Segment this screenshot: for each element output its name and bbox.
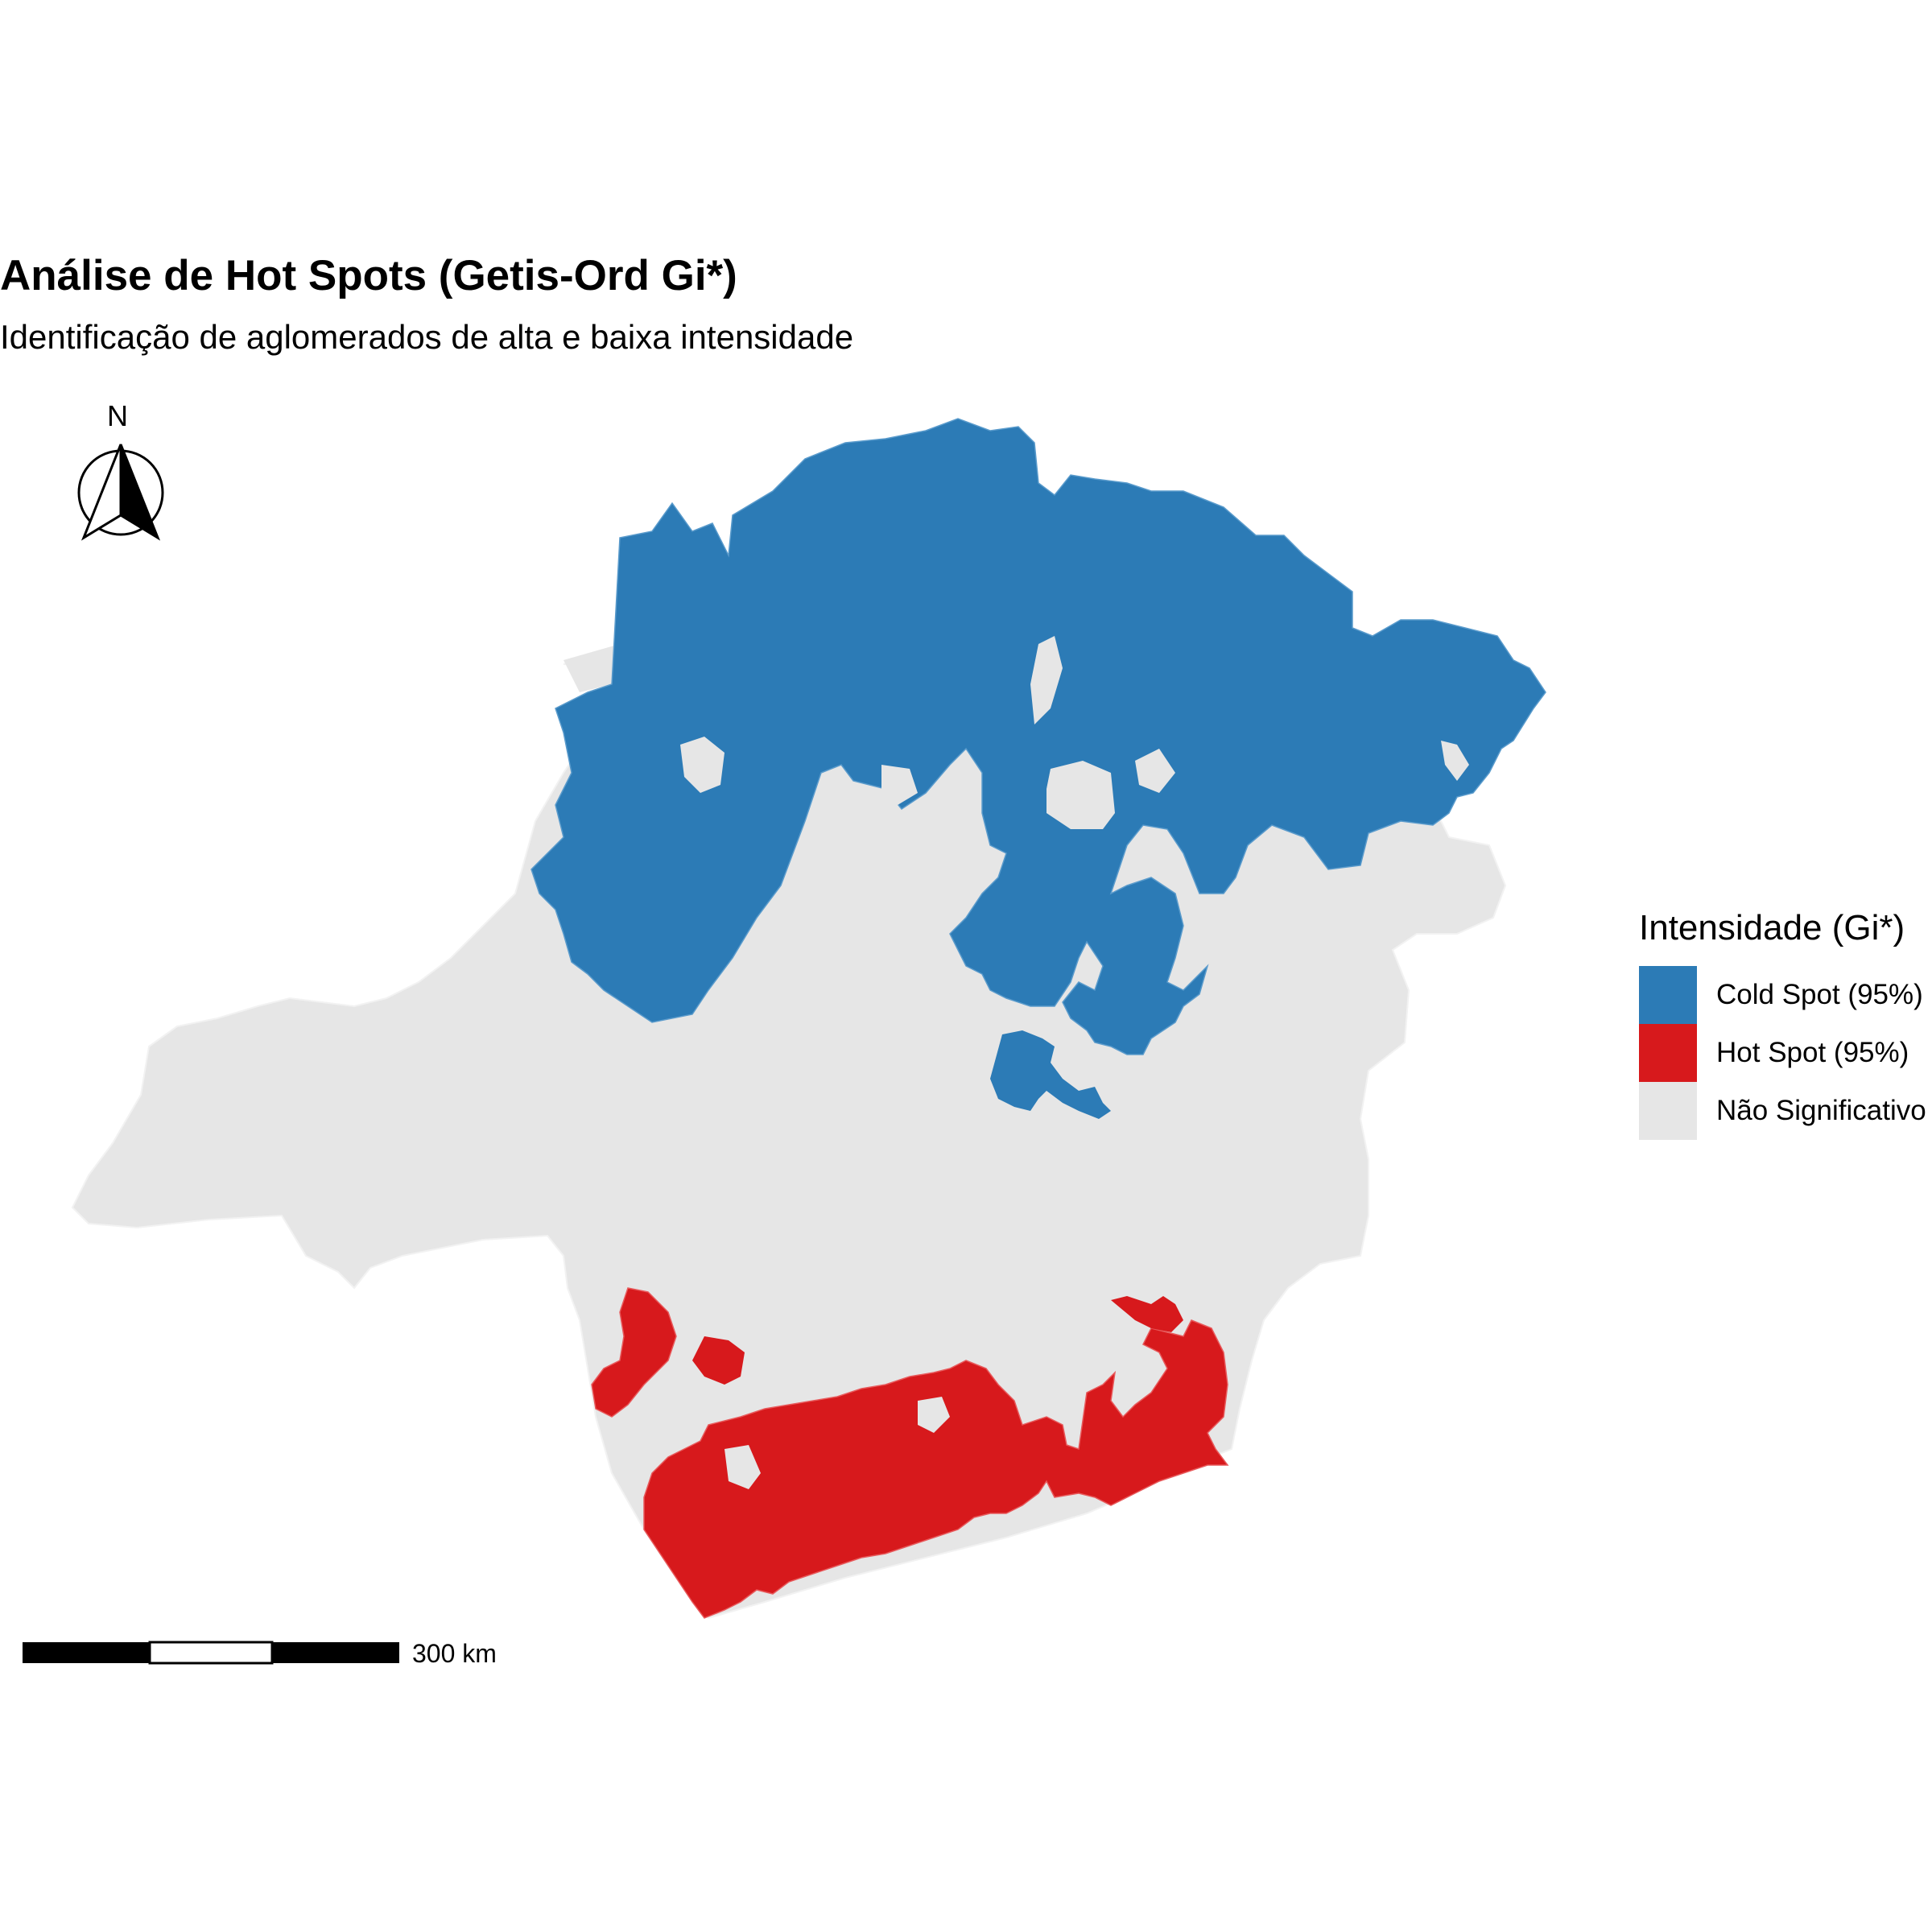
region-hot-spot-east-arm	[1111, 1296, 1183, 1332]
region-hot-spot-islet	[692, 1336, 745, 1385]
legend-label-hot-spot: Hot Spot (95%)	[1716, 1037, 1909, 1068]
north-arrow-letter: N	[107, 399, 128, 432]
hot-spot-cluster	[591, 1287, 1229, 1619]
north-arrow-needle-left	[80, 444, 122, 541]
region-hot-spot-west	[591, 1287, 677, 1418]
legend-item-hot-spot: Hot Spot (95%)	[1639, 1024, 1926, 1082]
legend-title: Intensidade (Gi*)	[1639, 908, 1905, 947]
region-hot-spot-south	[643, 1319, 1229, 1619]
region-not-significant-north-gap	[564, 644, 620, 692]
legend-swatch-hot-spot	[1639, 1024, 1697, 1082]
scale-bar-segment-3	[272, 1642, 399, 1663]
scale-bar-segment-1	[23, 1642, 150, 1663]
legend-label-cold-spot: Cold Spot (95%)	[1716, 979, 1923, 1010]
scale-bar-segment-2	[148, 1641, 274, 1665]
map-subtitle: Identificação de aglomerados de alta e b…	[0, 318, 854, 356]
legend-label-not-significant: Não Significativo	[1716, 1095, 1926, 1126]
legend-swatch-cold-spot	[1639, 966, 1697, 1024]
legend: Intensidade (Gi*) Cold Spot (95%) Hot Sp…	[1639, 908, 1926, 1140]
scale-bar-label: 300 km	[412, 1639, 497, 1668]
region-not-significant	[71, 611, 1507, 1620]
region-cold-spot-south-arm	[990, 1030, 1111, 1119]
hole-not-significant-3	[1046, 761, 1115, 829]
state-base-not-significant	[71, 611, 1507, 1620]
region-cold-spot-north	[530, 418, 1546, 1055]
hole-in-hot-spot-1	[724, 1445, 761, 1489]
hole-not-significant-1	[680, 737, 724, 793]
legend-item-not-significant: Não Significativo	[1639, 1082, 1926, 1140]
legend-item-cold-spot: Cold Spot (95%)	[1639, 966, 1926, 1024]
scale-bar	[23, 1641, 399, 1665]
map-title: Análise de Hot Spots (Getis-Ord Gi*)	[0, 252, 737, 299]
hole-not-significant-4	[1135, 749, 1175, 793]
not-significant-holes	[680, 636, 1469, 829]
hole-not-significant-5	[881, 765, 918, 805]
north-arrow-needle-right	[119, 444, 161, 541]
hot-spot-holes	[724, 1397, 950, 1489]
hole-not-significant-2	[1030, 636, 1063, 724]
hole-not-significant-6	[1441, 741, 1469, 781]
cold-spot-cluster	[530, 418, 1546, 1119]
legend-swatch-not-significant	[1639, 1082, 1697, 1140]
north-arrow	[77, 444, 164, 541]
hole-in-hot-spot-2	[918, 1397, 950, 1433]
